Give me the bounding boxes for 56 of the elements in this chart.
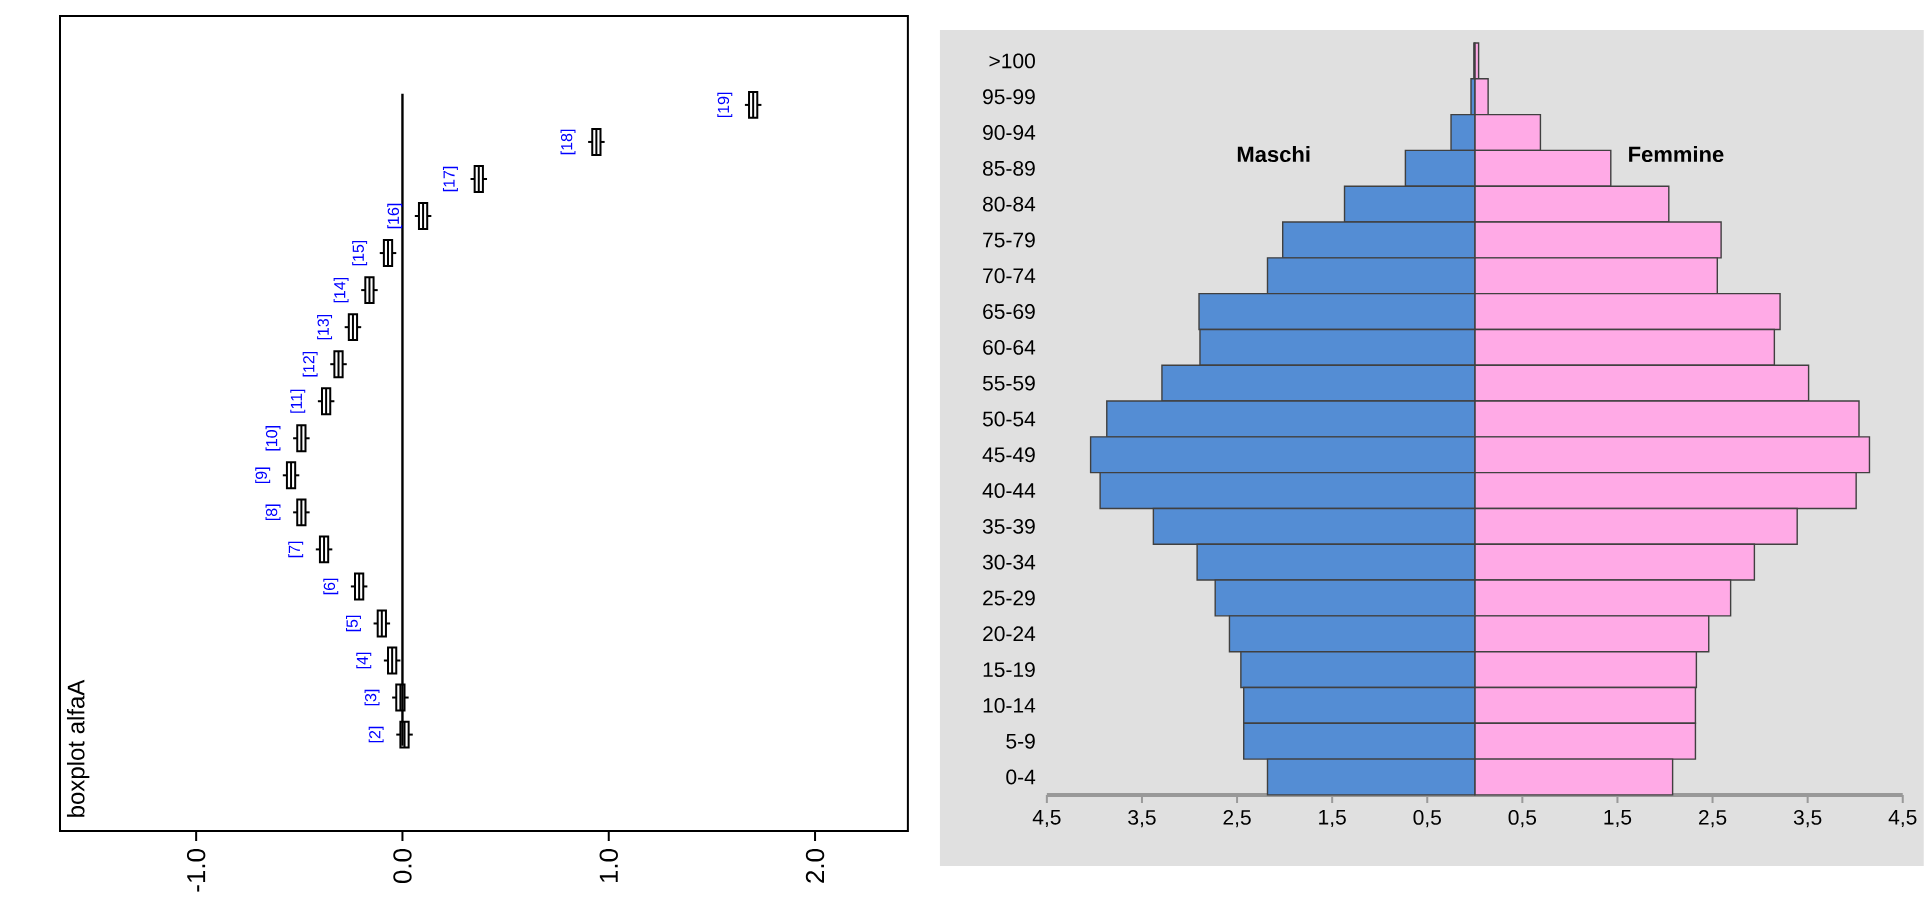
- x-tick-label: 4,5: [1888, 809, 1917, 827]
- x-tick-label: 1,5: [1319, 809, 1346, 827]
- y-tick-label: [4]: [356, 652, 372, 669]
- y-tick-label: [7]: [288, 541, 304, 557]
- y-tick-label: 0-4: [1006, 769, 1036, 785]
- series-label: Maschi: [1237, 145, 1310, 162]
- y-tick-label: 5-9: [1006, 733, 1035, 749]
- y-tick-label: [9]: [255, 467, 271, 483]
- y-tick-label: 90-94: [983, 124, 1036, 140]
- y-tick-label: 75-79: [983, 232, 1035, 248]
- y-tick-label: [14]: [333, 277, 349, 303]
- x-tick-label: 1,5: [1604, 809, 1632, 827]
- y-tick-label: 85-89: [983, 160, 1035, 176]
- y-tick-label: 35-39: [982, 518, 1035, 534]
- y-tick-label: 95-99: [983, 89, 1035, 104]
- y-tick-label: 45-49: [982, 447, 1035, 462]
- y-tick-label: 20-24: [983, 626, 1036, 642]
- y-tick-label: 55-59: [982, 375, 1035, 391]
- y-tick-label: 40-44: [982, 482, 1036, 498]
- x-tick-label: 0,5: [1413, 809, 1441, 828]
- y-tick-label: [19]: [717, 92, 733, 117]
- y-tick-label: [6]: [323, 578, 339, 594]
- y-tick-label: 50-54: [982, 411, 1036, 427]
- y-tick-label: >100: [989, 53, 1035, 69]
- x-tick-label: 2.0: [805, 848, 825, 883]
- x-tick-label: 0,5: [1508, 809, 1537, 828]
- y-tick-label: [12]: [302, 351, 318, 377]
- x-tick-label: 3,5: [1128, 809, 1156, 828]
- text: boxplot alfaA: [66, 679, 90, 817]
- y-tick-label: 60-64: [983, 339, 1036, 355]
- y-tick-label: [18]: [560, 129, 576, 154]
- y-tick-label: 80-84: [983, 196, 1036, 212]
- series-label: Femmine: [1629, 145, 1724, 162]
- y-tick-label: 15-19: [983, 661, 1035, 677]
- y-tick-label: [10]: [265, 425, 281, 451]
- y-tick-label: [13]: [317, 314, 333, 340]
- y-tick-label: 10-14: [983, 697, 1036, 713]
- x-tick-label: 2,5: [1699, 809, 1727, 828]
- y-tick-label: 30-34: [982, 554, 1036, 570]
- y-tick-label: 25-29: [983, 590, 1035, 606]
- y-tick-label: [11]: [290, 389, 306, 413]
- y-tick-label: 70-74: [983, 268, 1036, 283]
- x-tick-label: 1.0: [599, 848, 618, 882]
- y-tick-label: [16]: [387, 203, 403, 229]
- y-tick-label: [5]: [346, 615, 361, 632]
- y-tick-label: [2]: [368, 726, 384, 743]
- x-tick-label: 3,5: [1793, 809, 1822, 828]
- x-tick-label: -1.0: [186, 848, 206, 892]
- y-tick-label: [15]: [352, 240, 368, 266]
- x-tick-label: 0.0: [393, 848, 412, 883]
- y-tick-label: [17]: [442, 166, 458, 191]
- x-tick-label: 4,5: [1032, 809, 1061, 827]
- y-tick-label: 65-69: [983, 303, 1035, 319]
- y-tick-label: [8]: [265, 504, 281, 520]
- y-tick-label: [3]: [364, 689, 380, 706]
- x-tick-label: 2,5: [1223, 809, 1251, 828]
